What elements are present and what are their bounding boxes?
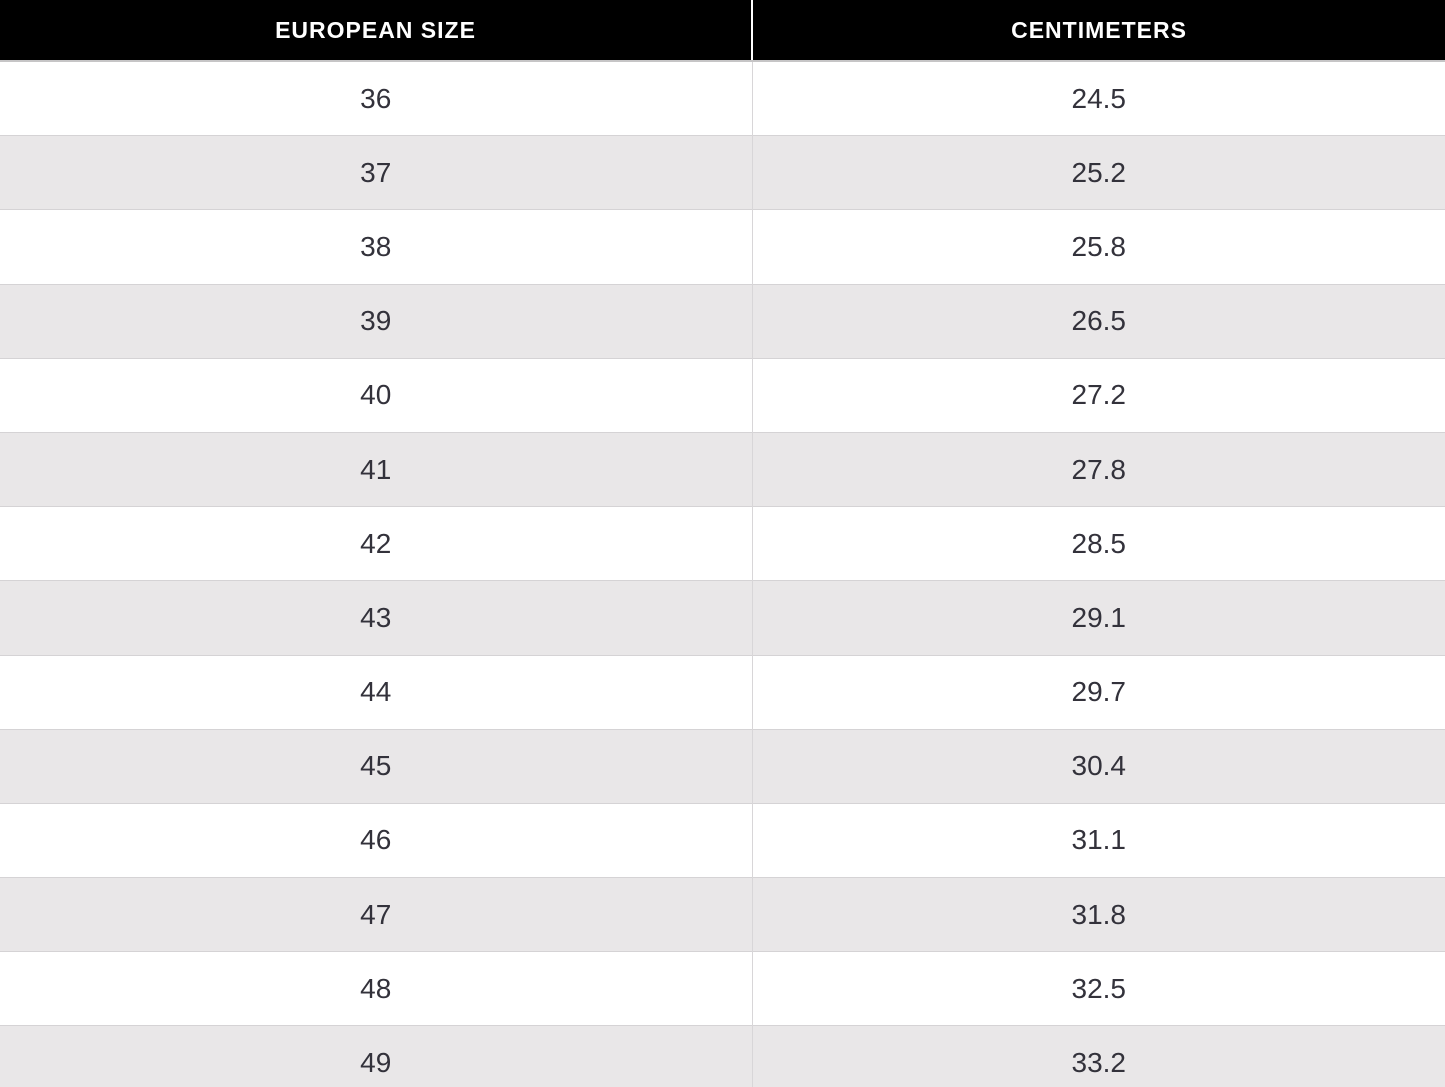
european-size-cell: 37 xyxy=(0,135,753,210)
european-size-cell: 36 xyxy=(0,61,753,136)
table-row: 44 29.7 xyxy=(0,654,1445,730)
table-header: EUROPEAN SIZE CENTIMETERS xyxy=(0,0,1445,62)
centimeters-cell: 24.5 xyxy=(752,61,1445,136)
header-row: EUROPEAN SIZE CENTIMETERS xyxy=(0,0,1445,62)
table-row: 41 27.8 xyxy=(0,431,1445,507)
european-size-cell: 47 xyxy=(0,877,753,952)
centimeters-cell: 31.8 xyxy=(752,877,1445,952)
european-size-cell: 40 xyxy=(0,357,753,433)
table-row: 49 33.2 xyxy=(0,1025,1445,1087)
table-row: 42 28.5 xyxy=(0,506,1445,581)
centimeters-cell: 25.8 xyxy=(752,209,1445,285)
table-row: 37 25.2 xyxy=(0,135,1445,210)
table-row: 46 31.1 xyxy=(0,802,1445,878)
centimeters-cell: 32.5 xyxy=(752,951,1445,1026)
european-size-cell: 38 xyxy=(0,209,753,285)
centimeters-cell: 27.8 xyxy=(752,431,1445,507)
european-size-cell: 39 xyxy=(0,283,753,359)
centimeters-cell: 29.1 xyxy=(752,580,1445,655)
european-size-cell: 43 xyxy=(0,580,753,655)
european-size-cell: 42 xyxy=(0,506,753,581)
header-european-size: EUROPEAN SIZE xyxy=(0,0,753,62)
european-size-cell: 44 xyxy=(0,654,753,730)
table-row: 47 31.8 xyxy=(0,877,1445,952)
european-size-cell: 49 xyxy=(0,1025,753,1087)
european-size-cell: 48 xyxy=(0,951,753,1026)
european-size-cell: 45 xyxy=(0,728,753,804)
centimeters-cell: 30.4 xyxy=(752,728,1445,804)
table-row: 40 27.2 xyxy=(0,357,1445,433)
european-size-cell: 41 xyxy=(0,431,753,507)
table-body: 36 24.5 37 25.2 38 25.8 39 26.5 40 27.2 41 27.8 42 28… xyxy=(0,61,1445,1087)
table-row: 43 29.1 xyxy=(0,580,1445,655)
centimeters-cell: 33.2 xyxy=(752,1025,1445,1087)
table-row: 36 24.5 xyxy=(0,61,1445,136)
centimeters-cell: 26.5 xyxy=(752,283,1445,359)
table-row: 45 30.4 xyxy=(0,728,1445,804)
header-centimeters: CENTIMETERS xyxy=(752,0,1445,62)
european-size-cell: 46 xyxy=(0,802,753,878)
centimeters-cell: 28.5 xyxy=(752,506,1445,581)
centimeters-cell: 27.2 xyxy=(752,357,1445,433)
centimeters-cell: 25.2 xyxy=(752,135,1445,210)
table-row: 48 32.5 xyxy=(0,951,1445,1026)
table-row: 38 25.8 xyxy=(0,209,1445,285)
centimeters-cell: 31.1 xyxy=(752,802,1445,878)
centimeters-cell: 29.7 xyxy=(752,654,1445,730)
table-row: 39 26.5 xyxy=(0,283,1445,359)
